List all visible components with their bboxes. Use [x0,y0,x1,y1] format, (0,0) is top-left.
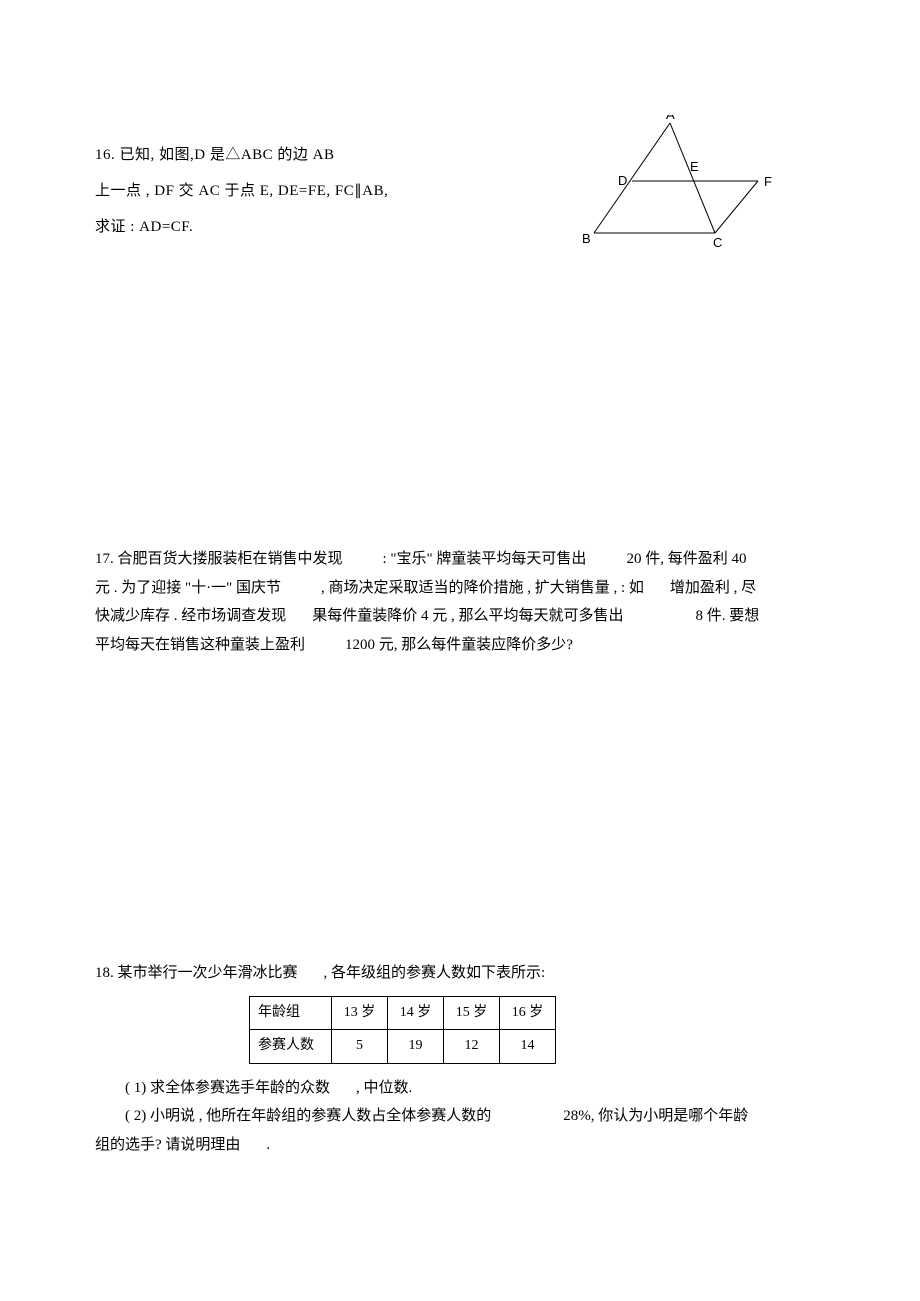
q17-line-4: 平均每天在销售这种童装上盈利 1200 元, 那么每件童装应降价多少? [95,631,825,660]
question-16: 16. 已知, 如图,D 是△ABC 的边 AB 上一点 , DF 交 AC 于… [95,140,825,340]
q17-l1-b: : "宝乐" 牌童装平均每天可售出 [383,551,587,567]
q18-sub2-cont: 组的选手? 请说明理由. [95,1131,825,1160]
q17-line-2: 元 . 为了迎接 "十·一" 国庆节 , 商场决定采取适当的降价措施 , 扩大销售… [95,574,825,603]
count-3: 14 [500,1030,556,1064]
q17-line-3: 快减少库存 . 经市场调查发现 果每件童装降价 4 元 , 那么平均每天就可多售出… [95,602,825,631]
table-count-row: 参赛人数 5 19 12 14 [250,1030,556,1064]
q16-line-2: 上一点 , DF 交 AC 于点 E, DE=FE, FC∥AB, [95,176,575,206]
q18-sub2: ( 2) 小明说 , 他所在年龄组的参赛人数占全体参赛人数的 28%, 你认为小明… [125,1102,825,1131]
svg-text:A: A [666,115,675,122]
triangle-svg: A B C D E F [580,115,780,250]
q17-l2-c: 增加盈利 , 尽 [670,580,756,596]
count-0: 5 [332,1030,388,1064]
age-col-3: 16 岁 [500,996,556,1030]
q17-l1-a: 17. 合肥百货大搂服装柜在销售中发现 [95,551,343,567]
q17-l4-b: 1200 元, 那么每件童装应降价多少? [345,637,573,653]
q17-l4-a: 平均每天在销售这种童装上盈利 [95,637,305,653]
q17-l1-c: 20 件, 每件盈利 40 [626,551,746,567]
q18-sub2-a: ( 2) 小明说 , 他所在年龄组的参赛人数占全体参赛人数的 [125,1108,491,1124]
q16-line-3: 求证 : AD=CF. [95,212,575,242]
svg-text:C: C [713,235,722,250]
q18-title-b: , 各年级组的参赛人数如下表所示: [324,965,546,981]
svg-text:D: D [618,173,627,188]
age-col-0: 13 岁 [332,996,388,1030]
table-header-row: 年龄组 13 岁 14 岁 15 岁 16 岁 [250,996,556,1030]
q16-line-1: 16. 已知, 如图,D 是△ABC 的边 AB [95,140,575,170]
triangle-diagram: A B C D E F [580,115,780,255]
q17-l3-c: 8 件. 要想 [696,608,760,624]
q18-title: 18. 某市举行一次少年滑冰比赛 , 各年级组的参赛人数如下表所示: [95,959,825,988]
q17-l3-b: 果每件童装降价 4 元 , 那么平均每天就可多售出 [312,608,623,624]
q17-l3-a: 快减少库存 . 经市场调查发现 [95,608,286,624]
count-1: 19 [388,1030,444,1064]
age-header: 年龄组 [250,996,332,1030]
q18-sub1-a: ( 1) 求全体参赛选手年龄的众数 [125,1080,330,1096]
q18-sub2-b: 28%, 你认为小明是哪个年龄 [563,1108,748,1124]
svg-text:F: F [764,174,772,189]
q17-line-1: 17. 合肥百货大搂服装柜在销售中发现 : "宝乐" 牌童装平均每天可售出 20 件… [95,545,825,574]
count-2: 12 [444,1030,500,1064]
svg-text:E: E [690,159,699,174]
count-header: 参赛人数 [250,1030,332,1064]
svg-text:B: B [582,231,591,246]
age-col-1: 14 岁 [388,996,444,1030]
age-table: 年龄组 13 岁 14 岁 15 岁 16 岁 参赛人数 5 19 12 14 [249,996,556,1064]
question-18: 18. 某市举行一次少年滑冰比赛 , 各年级组的参赛人数如下表所示: 年龄组 13… [95,959,825,1159]
q18-sub2-cont-a: 组的选手? 请说明理由 [95,1137,240,1153]
q17-l2-b: , 商场决定采取适当的降价措施 , 扩大销售量 , : 如 [321,580,644,596]
q18-sub2-cont-b: . [266,1137,270,1153]
q17-l2-a: 元 . 为了迎接 "十·一" 国庆节 [95,580,281,596]
age-col-2: 15 岁 [444,996,500,1030]
q18-title-a: 18. 某市举行一次少年滑冰比赛 [95,965,298,981]
q18-sub1-b: , 中位数. [356,1080,412,1096]
question-17: 17. 合肥百货大搂服装柜在销售中发现 : "宝乐" 牌童装平均每天可售出 20 件… [95,545,825,659]
question-16-text: 16. 已知, 如图,D 是△ABC 的边 AB 上一点 , DF 交 AC 于… [95,140,575,242]
q18-sub1: ( 1) 求全体参赛选手年龄的众数 , 中位数. [125,1074,825,1103]
